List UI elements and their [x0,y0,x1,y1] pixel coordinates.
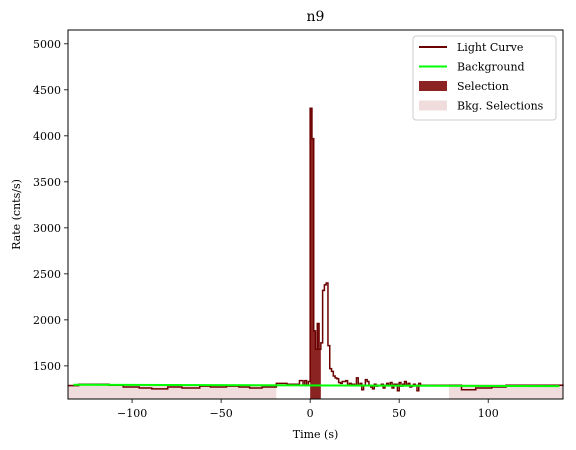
x-tick-label: 0 [307,407,314,420]
y-tick-label: 3000 [33,222,61,235]
chart-title: n9 [307,9,325,25]
y-tick-label: 4500 [33,84,61,97]
plot-frame [67,29,564,400]
bkg-selection-region-1 [68,384,277,399]
x-tick-label: −100 [117,407,147,420]
legend-label-3: Selection [457,80,509,93]
y-tick-label: 1500 [33,360,61,373]
legend-swatch-3 [419,81,447,91]
y-tick-label: 2000 [33,314,61,327]
light-curve-line [68,107,564,392]
y-tick-label: 4000 [33,130,61,143]
background-line [73,383,560,388]
legend-label-2: Background [457,61,525,74]
x-tick-label: 50 [392,407,406,420]
series-layer [68,107,564,392]
y-axis-label: Rate (cnts/s) [10,179,23,250]
legend: Light Curve Background Selection Bkg. Selec… [412,35,557,121]
selection-region [310,108,321,399]
legend-label-4: Bkg. Selections [457,100,544,113]
x-tick-label: 100 [478,407,499,420]
y-tick-label: 5000 [33,38,61,51]
selection-layer [310,108,321,399]
legend-label-1: Light Curve [457,41,523,54]
x-axis-ticks: −100 −50 0 50 100 [117,399,499,420]
x-tick-label: −50 [210,407,233,420]
legend-swatch-4 [419,100,447,111]
y-tick-label: 3500 [33,176,61,189]
y-tick-label: 2500 [33,268,61,281]
x-axis-label: Time (s) [293,428,339,441]
legend-box [412,35,557,121]
y-axis-ticks: 1500 2000 2500 3000 3500 4000 4500 5000 [33,38,68,373]
